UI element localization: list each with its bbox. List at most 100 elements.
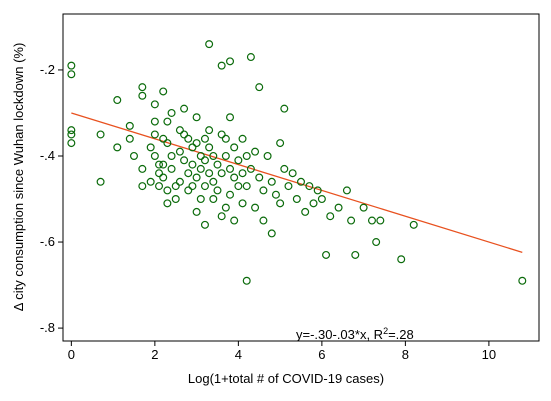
data-point: [276, 199, 285, 208]
data-point: [96, 130, 105, 139]
x-axis-title: Log(1+total # of COVID-19 cases): [188, 371, 384, 386]
data-point: [284, 182, 293, 191]
data-point: [188, 143, 197, 152]
data-point: [125, 121, 134, 130]
data-point: [255, 83, 264, 92]
data-point: [309, 199, 318, 208]
data-point: [184, 169, 193, 178]
data-point: [242, 151, 251, 160]
data-point: [518, 276, 527, 285]
data-point: [347, 216, 356, 225]
data-point: [167, 151, 176, 160]
data-point: [226, 190, 235, 199]
data-point: [334, 203, 343, 212]
data-point: [276, 139, 285, 148]
data-point: [180, 130, 189, 139]
data-point: [297, 177, 306, 186]
data-point: [184, 134, 193, 143]
data-point: [159, 87, 168, 96]
data-point: [159, 134, 168, 143]
y-axis-title: Δ city consumption since Wuhan lockdown …: [11, 43, 26, 312]
data-point: [113, 143, 122, 152]
data-point: [192, 173, 201, 182]
data-point: [259, 216, 268, 225]
data-point: [271, 190, 280, 199]
data-point: [292, 195, 301, 204]
data-point: [146, 143, 155, 152]
data-point: [138, 182, 147, 191]
data-point: [175, 177, 184, 186]
data-point: [209, 195, 218, 204]
fit-line: [71, 112, 523, 253]
data-point: [267, 229, 276, 238]
data-point: [159, 160, 168, 169]
data-point: [200, 220, 209, 229]
data-point: [188, 160, 197, 169]
data-point: [221, 134, 230, 143]
data-point: [205, 169, 214, 178]
data-point: [155, 160, 164, 169]
data-point: [205, 40, 214, 49]
data-point: [150, 100, 159, 109]
data-point: [372, 238, 381, 247]
data-point: [242, 276, 251, 285]
data-point: [146, 177, 155, 186]
data-point: [175, 126, 184, 135]
data-point: [317, 195, 326, 204]
data-point: [67, 61, 76, 70]
data-point: [234, 182, 243, 191]
data-point: [171, 195, 180, 204]
data-point: [163, 186, 172, 195]
data-point: [238, 134, 247, 143]
data-point: [155, 182, 164, 191]
data-point: [351, 250, 360, 259]
data-point: [230, 143, 239, 152]
data-point: [205, 126, 214, 135]
data-point: [238, 169, 247, 178]
data-point: [251, 203, 260, 212]
axes: 0 2 4 6 8 10 -.2 -.4 -.6 -.8: [40, 62, 496, 362]
data-point: [367, 216, 376, 225]
data-point: [200, 156, 209, 165]
regression-annotation: y=-.30-.03*x, R2=.28: [296, 326, 414, 342]
data-point: [226, 113, 235, 122]
y-tick-label: -.6: [40, 234, 55, 249]
data-point: [192, 113, 201, 122]
data-point: [113, 96, 122, 105]
data-point: [217, 169, 226, 178]
data-point: [167, 108, 176, 117]
data-point: [322, 250, 331, 259]
data-points: [67, 40, 527, 285]
data-point: [129, 151, 138, 160]
data-point: [221, 203, 230, 212]
data-point: [255, 173, 264, 182]
data-point: [67, 130, 76, 139]
data-point: [251, 147, 260, 156]
data-point: [226, 57, 235, 66]
data-point: [196, 164, 205, 173]
data-point: [138, 164, 147, 173]
data-point: [175, 147, 184, 156]
data-point: [376, 216, 385, 225]
data-point: [230, 216, 239, 225]
data-point: [230, 173, 239, 182]
data-point: [138, 91, 147, 100]
data-point: [180, 104, 189, 113]
data-point: [326, 212, 335, 221]
data-point: [242, 182, 251, 191]
data-point: [280, 104, 289, 113]
data-point: [180, 156, 189, 165]
y-tick-label: -.8: [40, 320, 55, 335]
data-point: [188, 182, 197, 191]
data-point: [196, 151, 205, 160]
data-point: [288, 169, 297, 178]
data-point: [313, 186, 322, 195]
data-point: [67, 70, 76, 79]
data-point: [138, 83, 147, 92]
data-point: [409, 220, 418, 229]
x-tick-label: 6: [318, 347, 325, 362]
data-point: [167, 164, 176, 173]
data-point: [221, 151, 230, 160]
x-tick-label: 8: [402, 347, 409, 362]
